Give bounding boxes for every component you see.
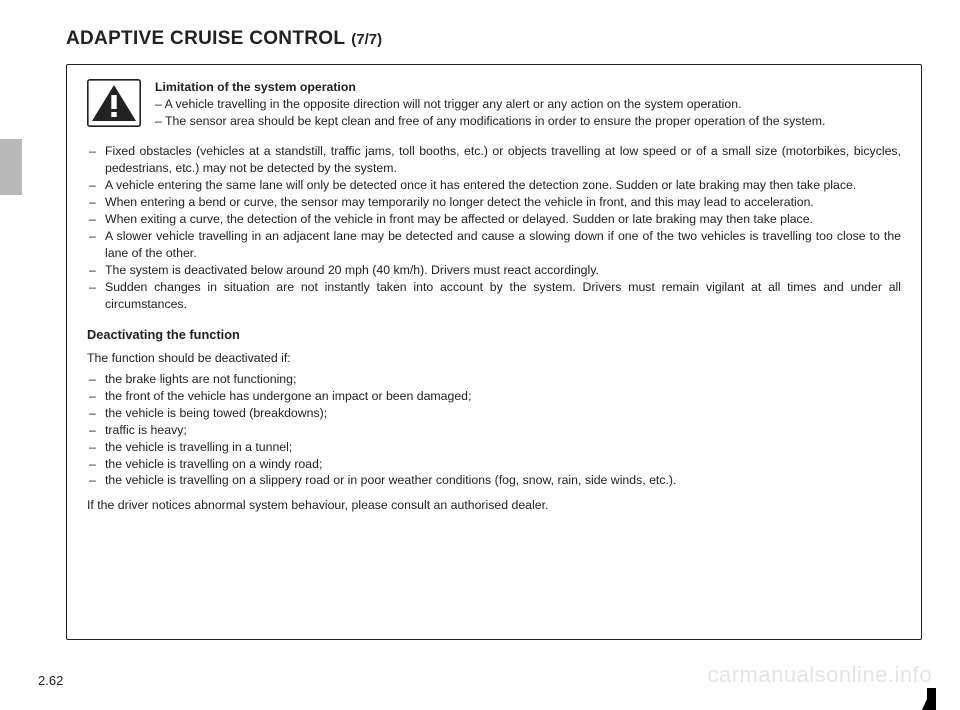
manual-page: ADAPTIVE CRUISE CONTROL (7/7) Limitation… xyxy=(0,0,960,710)
warning-triangle-icon xyxy=(87,79,141,127)
list-item-text: The system is deactivated below around 2… xyxy=(105,262,901,279)
warning-line-1: – A vehicle travelling in the opposite d… xyxy=(155,96,901,113)
content-panel: Limitation of the system operation – A v… xyxy=(66,64,922,640)
list-item: –traffic is heavy; xyxy=(87,422,901,439)
deactivate-footer: If the driver notices abnormal system be… xyxy=(87,497,901,514)
list-item-text: traffic is heavy; xyxy=(105,422,901,439)
list-item-text: When exiting a curve, the detection of t… xyxy=(105,211,901,228)
list-item: –The system is deactivated below around … xyxy=(87,262,901,279)
list-item-text: Fixed obstacles (vehicles at a standstil… xyxy=(105,143,901,177)
page-title-row: ADAPTIVE CRUISE CONTROL (7/7) xyxy=(66,28,922,50)
list-item: –Fixed obstacles (vehicles at a standsti… xyxy=(87,143,901,177)
list-item: –the brake lights are not functioning; xyxy=(87,371,901,388)
warning-block: Limitation of the system operation – A v… xyxy=(87,79,901,141)
list-item: –Sudden changes in situation are not ins… xyxy=(87,279,901,313)
limitations-list: –Fixed obstacles (vehicles at a standsti… xyxy=(87,143,901,313)
list-item: –A slower vehicle travelling in an adjac… xyxy=(87,228,901,262)
page-title: ADAPTIVE CRUISE CONTROL xyxy=(66,28,345,50)
list-item-text: When entering a bend or curve, the senso… xyxy=(105,194,901,211)
section-tab xyxy=(0,139,22,195)
page-counter: (7/7) xyxy=(351,31,382,48)
list-item-text: A slower vehicle travelling in an adjace… xyxy=(105,228,901,262)
list-item-text: the front of the vehicle has undergone a… xyxy=(105,388,901,405)
list-item-text: A vehicle entering the same lane will on… xyxy=(105,177,901,194)
corner-crop-mark xyxy=(922,680,936,710)
deactivate-list: –the brake lights are not functioning; –… xyxy=(87,371,901,490)
warning-text: Limitation of the system operation – A v… xyxy=(155,79,901,130)
deactivate-intro: The function should be deactivated if: xyxy=(87,350,901,367)
list-item: –the vehicle is being towed (breakdowns)… xyxy=(87,405,901,422)
list-item: –the vehicle is travelling on a windy ro… xyxy=(87,456,901,473)
list-item-text: the vehicle is being towed (breakdowns); xyxy=(105,405,901,422)
watermark-text: carmanualsonline.info xyxy=(707,662,932,688)
list-item-text: Sudden changes in situation are not inst… xyxy=(105,279,901,313)
list-item: –A vehicle entering the same lane will o… xyxy=(87,177,901,194)
list-item: –When entering a bend or curve, the sens… xyxy=(87,194,901,211)
list-item: –the vehicle is travelling in a tunnel; xyxy=(87,439,901,456)
list-item-text: the brake lights are not functioning; xyxy=(105,371,901,388)
list-item-text: the vehicle is travelling on a slippery … xyxy=(105,472,901,489)
page-number: 2.62 xyxy=(38,673,63,688)
list-item: –the front of the vehicle has undergone … xyxy=(87,388,901,405)
list-item-text: the vehicle is travelling in a tunnel; xyxy=(105,439,901,456)
deactivate-heading: Deactivating the function xyxy=(87,327,901,342)
list-item: –the vehicle is travelling on a slippery… xyxy=(87,472,901,489)
warning-line-2: – The sensor area should be kept clean a… xyxy=(155,113,901,130)
warning-heading: Limitation of the system operation xyxy=(155,79,901,96)
list-item-text: the vehicle is travelling on a windy roa… xyxy=(105,456,901,473)
list-item: –When exiting a curve, the detection of … xyxy=(87,211,901,228)
